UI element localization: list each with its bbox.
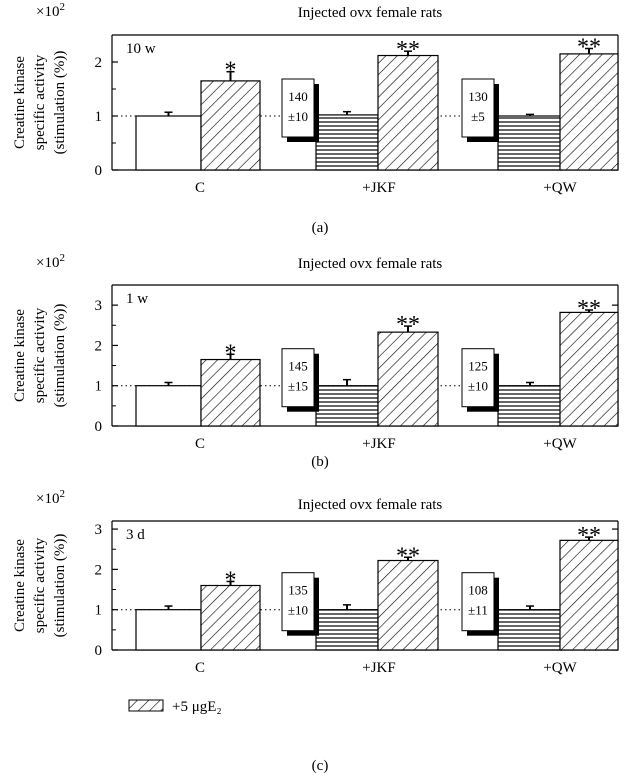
bar-treated	[377, 331, 439, 427]
y-axis-label-line: (stimulation (%))	[52, 534, 68, 638]
y-tick-label: 1	[95, 379, 103, 395]
bar-treated	[559, 311, 619, 427]
significance-marker: **	[577, 523, 601, 549]
panel-b: ×102 Injected ovx female rats Creatine kin…	[12, 252, 619, 470]
inset-box	[461, 348, 495, 408]
inset-value: 125	[468, 359, 488, 374]
scale-label: ×102	[36, 1, 65, 20]
y-tick-label: 3	[95, 522, 103, 538]
y-axis-label-line: Creatine kinase	[12, 539, 28, 632]
inset-error: ±10	[468, 379, 488, 394]
chart-title: Injected ovx female rats	[298, 5, 443, 21]
category-label: +JKF	[362, 436, 395, 452]
bar-treated	[200, 358, 261, 427]
inset-error: ±15	[288, 379, 308, 394]
bar-control	[315, 609, 379, 651]
bar-control	[135, 609, 202, 651]
y-tick-label: 1	[95, 603, 103, 619]
legend-swatch-hatched	[128, 699, 164, 712]
bar-control	[135, 115, 202, 171]
inset-value: 145	[288, 359, 308, 374]
inset-error: ±10	[288, 109, 308, 124]
panel-caption: (b)	[311, 454, 329, 470]
y-axis-label-line: (stimulation (%))	[52, 304, 68, 408]
category-label: +QW	[543, 660, 577, 676]
panel-a: ×102 Injected ovx female rats Creatine kin…	[12, 1, 619, 236]
inset-value: 135	[288, 583, 308, 598]
y-tick-label: 3	[95, 298, 103, 314]
bar-treated	[377, 54, 439, 171]
inset-error: ±5	[471, 109, 485, 124]
scale-label: ×102	[36, 252, 65, 271]
category-label: C	[195, 180, 205, 196]
bar-control	[315, 385, 379, 427]
duration-label: 10 w	[126, 41, 156, 57]
category-label: +JKF	[362, 180, 395, 196]
bar-control	[497, 115, 563, 171]
chart-title: Injected ovx female rats	[298, 256, 443, 272]
inset-box	[281, 78, 315, 138]
bar-control	[135, 385, 202, 427]
category-label: +QW	[543, 436, 577, 452]
inset-error: ±10	[288, 603, 308, 618]
bar-treated	[200, 80, 261, 171]
y-tick-label: 0	[95, 419, 103, 435]
significance-marker: *	[225, 340, 237, 366]
inset-box	[461, 572, 495, 632]
duration-label: 3 d	[126, 527, 145, 543]
bar-treated	[559, 539, 619, 651]
significance-marker: **	[396, 543, 420, 569]
y-tick-label: 2	[95, 562, 103, 578]
y-axis-label-line: specific activity	[32, 54, 48, 150]
category-label: C	[195, 660, 205, 676]
significance-marker: *	[225, 567, 237, 593]
inset-box	[461, 78, 495, 138]
inset-value: 130	[468, 89, 488, 104]
panel-caption: (a)	[312, 220, 329, 236]
y-axis-label-line: specific activity	[32, 537, 48, 633]
panel-c: ×102 Injected ovx female rats Creatine kin…	[12, 488, 619, 774]
legend-label: +5 μgE₂	[172, 699, 222, 715]
y-tick-label: 0	[95, 643, 103, 659]
y-tick-label: 2	[95, 338, 103, 354]
significance-marker: *	[225, 58, 237, 84]
bar-treated	[559, 53, 619, 171]
inset-box	[281, 572, 315, 632]
y-tick-label: 1	[95, 109, 103, 125]
category-label: +JKF	[362, 660, 395, 676]
bar-control	[497, 385, 563, 427]
significance-marker: **	[396, 312, 420, 338]
chart-title: Injected ovx female rats	[298, 497, 443, 513]
category-label: +QW	[543, 180, 577, 196]
significance-marker: **	[577, 296, 601, 322]
bar-control	[497, 609, 563, 651]
significance-marker: **	[577, 35, 601, 61]
bar-treated	[377, 559, 439, 651]
inset-value: 108	[468, 583, 488, 598]
y-axis-label-line: Creatine kinase	[12, 56, 28, 149]
inset-box	[281, 348, 315, 408]
inset-error: ±11	[468, 603, 488, 618]
y-tick-label: 2	[95, 55, 103, 71]
category-label: C	[195, 436, 205, 452]
significance-marker: **	[396, 37, 420, 63]
y-axis-label-line: specific activity	[32, 307, 48, 403]
y-tick-label: 0	[95, 163, 103, 179]
scale-label: ×102	[36, 488, 65, 507]
duration-label: 1 w	[126, 291, 148, 307]
inset-value: 140	[288, 89, 308, 104]
y-axis-label-line: (stimulation (%))	[52, 51, 68, 155]
y-axis-label-line: Creatine kinase	[12, 309, 28, 402]
panel-caption: (c)	[312, 758, 329, 774]
bar-treated	[200, 584, 261, 651]
bar-control	[315, 114, 379, 171]
legend: +5 μgE₂	[128, 699, 222, 715]
